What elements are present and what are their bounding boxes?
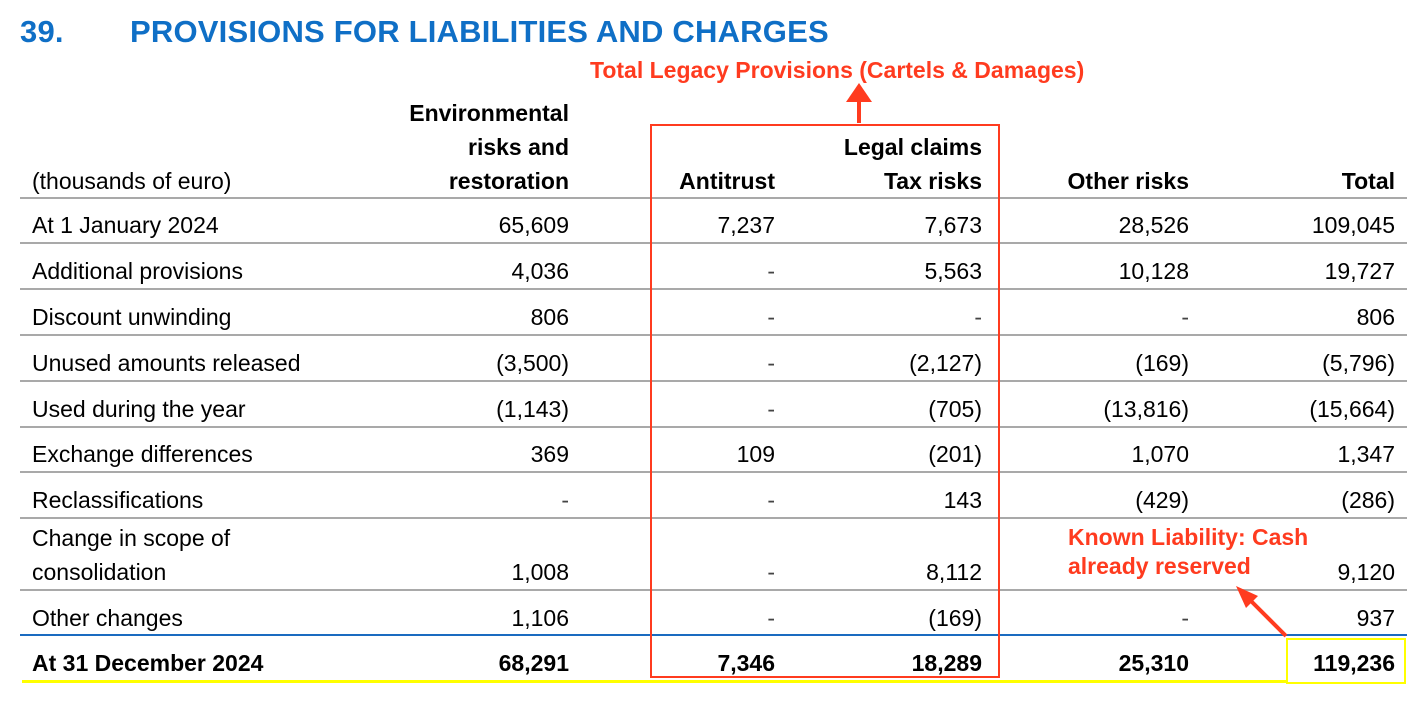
row-label: Unused amounts released	[32, 350, 301, 376]
known-liability-line1: Known Liability: Cash	[1068, 524, 1309, 550]
cell-antitrust: -	[767, 350, 775, 376]
legacy-provisions-box	[650, 124, 1000, 678]
cell-total: 806	[1356, 304, 1395, 330]
row-label: Other changes	[32, 605, 183, 631]
header-units: (thousands of euro)	[32, 168, 232, 194]
cell-tax: 5,563	[924, 258, 982, 284]
cell-antitrust: -	[767, 258, 775, 284]
cell-other: -	[1181, 605, 1189, 631]
cell-total: 109,045	[1311, 212, 1395, 238]
closing-env: 68,291	[498, 650, 569, 676]
cell-other: (429)	[1135, 487, 1189, 513]
cell-other: 28,526	[1118, 212, 1189, 238]
row-divider	[20, 589, 1407, 591]
diagonal-arrow-icon	[1236, 586, 1288, 638]
cell-env: 65,609	[498, 212, 569, 238]
row-label: Reclassifications	[32, 487, 204, 513]
row-divider	[20, 517, 1407, 519]
section-title: 39. PROVISIONS FOR LIABILITIES AND CHARGE…	[20, 14, 829, 50]
row-divider	[20, 426, 1407, 428]
cell-tax: 7,673	[924, 212, 982, 238]
cell-env: 369	[530, 441, 569, 467]
closing-tax: 18,289	[911, 650, 982, 676]
header-legal-claims: Legal claims	[843, 134, 982, 160]
cell-other: -	[1181, 304, 1189, 330]
cell-tax: 143	[943, 487, 982, 513]
cell-total: (286)	[1341, 487, 1395, 513]
section-number: 39.	[20, 14, 64, 49]
header-tax-risks: Tax risks	[883, 168, 982, 194]
cell-antitrust: -	[767, 605, 775, 631]
cell-antitrust: 109	[736, 441, 775, 467]
cell-total: 19,727	[1324, 258, 1395, 284]
section-heading: PROVISIONS FOR LIABILITIES AND CHARGES	[130, 14, 829, 49]
header-other-risks: Other risks	[1067, 168, 1189, 194]
up-arrow-icon	[846, 83, 872, 123]
row-divider	[20, 242, 1407, 244]
row-divider	[20, 471, 1407, 473]
cell-other: 10,128	[1118, 258, 1189, 284]
closing-label: At 31 December 2024	[32, 650, 264, 676]
row-label: Exchange differences	[32, 441, 253, 467]
row-divider	[20, 288, 1407, 290]
closing-antitrust: 7,346	[717, 650, 775, 676]
row-divider	[20, 334, 1407, 336]
cell-other: (169)	[1135, 350, 1189, 376]
cell-antitrust: -	[767, 487, 775, 513]
header-environmental: Environmental risks and restoration	[392, 96, 569, 198]
closing-other: 25,310	[1118, 650, 1189, 676]
header-divider	[20, 197, 1407, 199]
cell-tax: (169)	[928, 605, 982, 631]
legacy-provisions-annotation: Total Legacy Provisions (Cartels & Damag…	[590, 57, 1085, 83]
cell-total: (15,664)	[1309, 396, 1395, 422]
cell-antitrust: -	[767, 304, 775, 330]
closing-row-underline	[22, 680, 1287, 683]
cell-antitrust: 7,237	[717, 212, 775, 238]
cell-tax: (2,127)	[909, 350, 982, 376]
cell-tax: -	[974, 304, 982, 330]
cell-other: (13,816)	[1103, 396, 1189, 422]
cell-env: 806	[530, 304, 569, 330]
cell-total: 9,120	[1337, 559, 1395, 585]
total-highlight-box	[1286, 638, 1406, 684]
header-env-line3: restoration	[448, 168, 569, 194]
cell-antitrust: -	[767, 396, 775, 422]
closing-total: 119,236	[1313, 650, 1395, 676]
header-env-line1: Environmental	[409, 100, 569, 126]
row-label: Discount unwinding	[32, 304, 232, 330]
header-env-line2: risks and	[468, 134, 569, 160]
known-liability-annotation: Known Liability: Cash already reserved	[1068, 523, 1308, 581]
row-label: Used during the year	[32, 396, 246, 422]
cell-tax: (201)	[928, 441, 982, 467]
cell-other: 1,070	[1131, 441, 1189, 467]
row-label: At 1 January 2024	[32, 212, 219, 238]
cell-env: (1,143)	[496, 396, 569, 422]
header-antitrust: Antitrust	[679, 168, 775, 194]
row-label-line2: consolidation	[32, 559, 167, 585]
known-liability-line2: already reserved	[1068, 553, 1251, 579]
cell-env: 1,008	[511, 559, 569, 585]
cell-tax: 8,112	[926, 559, 982, 585]
cell-env: 1,106	[511, 605, 569, 631]
header-total: Total	[1341, 168, 1395, 194]
row-divider	[20, 380, 1407, 382]
cell-antitrust: -	[767, 559, 775, 585]
cell-tax: (705)	[928, 396, 982, 422]
cell-total: 1,347	[1337, 441, 1395, 467]
cell-env: (3,500)	[496, 350, 569, 376]
cell-total: (5,796)	[1322, 350, 1395, 376]
cell-env: -	[561, 487, 569, 513]
total-divider	[20, 634, 1407, 636]
cell-total: 937	[1356, 605, 1395, 631]
row-label: Additional provisions	[32, 258, 243, 284]
cell-env: 4,036	[511, 258, 569, 284]
row-label-line1: Change in scope of	[32, 525, 231, 551]
